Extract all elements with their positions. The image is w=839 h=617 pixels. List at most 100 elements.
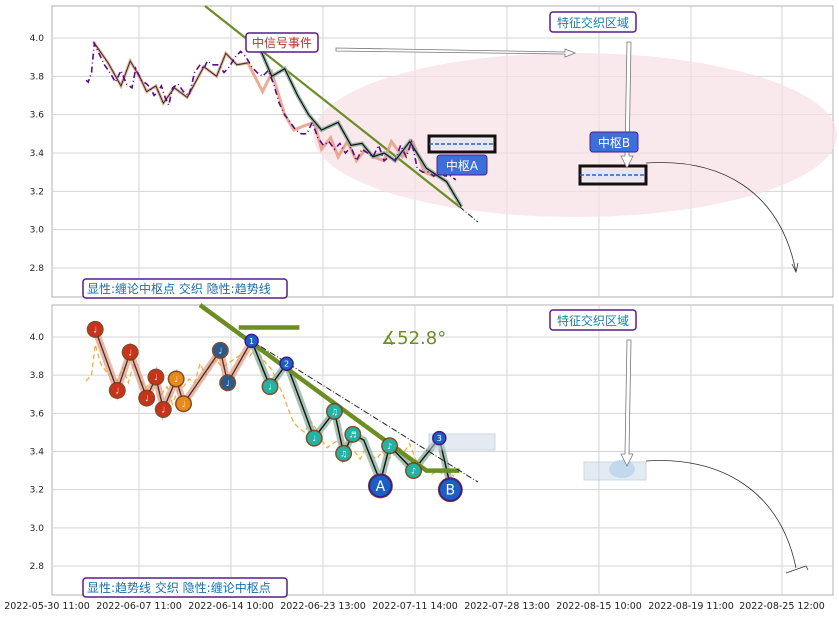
region-arrow-bottom: [620, 339, 634, 467]
x-tick-label: 2022-07-11 14:00: [372, 601, 458, 612]
pivot-point-label: 2: [284, 360, 289, 369]
label-region-top: 特征交织区域: [549, 11, 637, 33]
pivot-point-circle: [220, 375, 235, 390]
pivot-point-circle: [139, 391, 154, 406]
projection-curve-top-head: [791, 262, 799, 274]
signal-arrow: [335, 47, 577, 58]
x-axis-ticks: 2022-05-30 11:00 2022-06-07 11:00 2022-06-…: [4, 601, 825, 612]
x-tick-label: 2022-08-19 11:00: [648, 601, 734, 612]
pivot-point-circle: [156, 402, 171, 417]
y-tick-label-top: 3.6: [30, 111, 45, 121]
y-tick-label-top: 3.0: [30, 226, 45, 236]
x-tick-label: 2022-08-25 12:00: [739, 601, 825, 612]
x-tick-label: 2022-08-15 10:00: [556, 601, 642, 612]
y-tick-label-bottom: 3.8: [30, 371, 45, 381]
projection-curve-bottom-head: [785, 565, 809, 574]
pivot-point-circle: [176, 396, 191, 411]
label-region-bottom: 特征交织区域: [549, 309, 637, 331]
top-price-series: [85, 40, 457, 181]
y-tick-label-top: 2.8: [30, 264, 45, 274]
pivot-point-circle: [307, 431, 322, 446]
y-axis-ticks: 2.8 2.8 3.0 3.0 3.2 3.2 3.4 3.4 3.6 3.6 3.8 3.8 4.0 4…: [30, 34, 45, 572]
pivot-point-circle: [438, 477, 463, 502]
label-pivot-a: 中枢A: [436, 154, 488, 176]
label-signal-event: 中信号事件: [245, 32, 319, 53]
y-tick-label-top: 3.2: [30, 187, 44, 197]
pivot-point-circle: [432, 430, 447, 446]
pivot-point-circle: [148, 370, 163, 385]
pivot-point-label: ♩: [128, 348, 132, 357]
pivot-point-label: ♫: [340, 449, 347, 458]
y-tick-label-top: 3.8: [30, 72, 45, 82]
bottom-projection: [251, 340, 479, 483]
label-signal-event-text: 中信号事件: [252, 35, 312, 50]
legend-box-top: 显性:缠论中枢点 交织 隐性:趋势线: [82, 278, 288, 299]
top-projection: [459, 206, 479, 223]
label-region-bottom-text: 特征交织区域: [557, 313, 629, 328]
pivot-point-label: ♩: [268, 383, 272, 392]
pivot-point-label: ♪: [411, 467, 416, 476]
legend-box-top-text: 显性:缠论中枢点 交织 隐性:趋势线: [87, 281, 271, 296]
pivot-point-label: ♩: [182, 400, 186, 409]
top-band-outline: [256, 41, 462, 208]
pivot-point-circle: [279, 356, 294, 371]
x-tick-label: 2022-05-30 11:00: [4, 601, 90, 612]
pivot-point-label: ♪: [387, 442, 392, 451]
pivot-point-circle: [327, 404, 342, 419]
pivot-point-circle: [368, 474, 393, 498]
pivot-point-label: ♩: [174, 375, 178, 384]
y-tick-label-bottom: 3.4: [30, 448, 45, 458]
y-tick-label-top: 3.4: [30, 149, 45, 159]
pivot-point-circle: [263, 379, 277, 394]
pivot-point-label: 1: [249, 337, 254, 346]
bottom-trendline: [198, 303, 460, 473]
pivot-point-label: ♩: [154, 373, 158, 382]
pivot-point-label: A: [376, 479, 386, 495]
pivot-point-circle: [382, 438, 397, 453]
y-tick-label-top: 4.0: [30, 34, 45, 44]
pivot-point-label: ♩: [161, 406, 165, 415]
pivot-b-highlight: [609, 460, 635, 478]
pivot-point-label: ♩: [218, 346, 222, 355]
pivot-point-circle: [213, 343, 228, 358]
bottom-points-group: ♩ ♩ ♩ ♩ ♩ ♩ ♩ ♩ ♩ ♩ 1 ♩ 2 ♩ ♫ ♫ ♬ A ♪ ♪ 3 B: [86, 320, 463, 503]
label-pivot-b-text: 中枢B: [598, 135, 630, 150]
x-tick-label: 2022-06-07 11:00: [96, 601, 182, 612]
pivot-point-label: ♩: [312, 434, 316, 443]
y-tick-label-bottom: 3.2: [30, 486, 44, 496]
pivot-point-circle: [345, 427, 360, 442]
x-tick-label: 2022-06-23 13:00: [280, 601, 366, 612]
pivot-point-label: ♩: [226, 379, 230, 388]
trend-angle-label: ∡52.8°: [381, 328, 446, 349]
region-arrow-top: [620, 41, 634, 169]
pivot-point-circle: [336, 446, 351, 461]
pivot-point-label: ♩: [115, 386, 119, 395]
label-pivot-b: 中枢B: [589, 131, 639, 153]
x-tick-label: 2022-07-28 13:00: [464, 601, 550, 612]
pivot-point-label: 3: [437, 434, 442, 443]
pivot-point-label: B: [446, 483, 456, 499]
pivot-point-label: ♬: [349, 430, 356, 439]
pivot-point-label: ♩: [93, 325, 97, 334]
pivot-point-label: ♩: [145, 394, 149, 403]
y-tick-label-bottom: 3.6: [30, 409, 45, 419]
projection-curve-top: [645, 162, 797, 273]
x-tick-label: 2022-06-14 10:00: [188, 601, 274, 612]
pivot-point-circle: [110, 383, 125, 398]
pivot-point-circle: [123, 345, 138, 360]
bottom-overlays: [428, 339, 809, 574]
label-pivot-a-text: 中枢A: [446, 158, 479, 173]
label-region-top-text: 特征交织区域: [557, 15, 629, 30]
pivot-point-circle: [88, 322, 103, 337]
pivot-point-circle: [406, 463, 421, 478]
legend-box-bottom-text: 显性:趋势线 交织 隐性:缠论中枢点: [87, 580, 271, 595]
pivot-point-label: ♫: [331, 407, 338, 416]
projection-curve-bottom: [645, 460, 797, 569]
pivot-point-circle: [169, 371, 184, 386]
y-tick-label-bottom: 3.0: [30, 524, 45, 534]
interleave-region-ellipse: [313, 53, 837, 217]
pivot-point-circle: [244, 333, 259, 349]
y-tick-label-bottom: 2.8: [30, 562, 45, 572]
y-tick-label-bottom: 4.0: [30, 333, 45, 343]
